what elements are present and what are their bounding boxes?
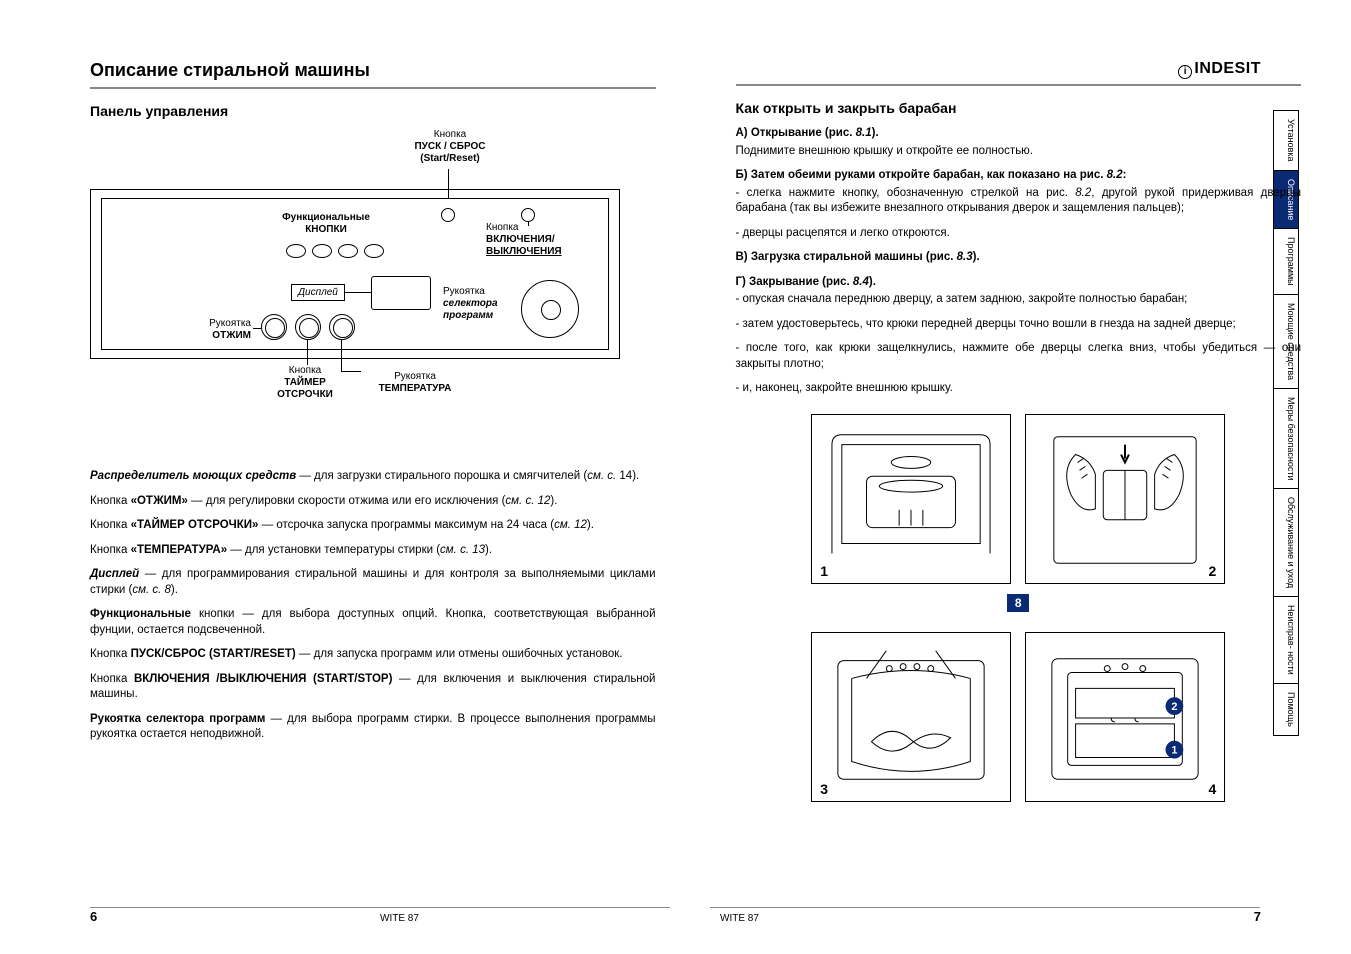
body-text-left: Распределитель моющих средств — для загр… <box>90 469 656 752</box>
dial-selector <box>521 280 579 338</box>
para: Функциональные кнопки — для выбора досту… <box>90 607 656 638</box>
label-temp: РукояткаТЕМПЕРАТУРА <box>360 371 470 395</box>
para: В) Загрузка стиральной машины (рис. 8.3)… <box>736 250 1302 266</box>
leader <box>345 292 371 293</box>
label-display: Дисплей <box>291 284 345 301</box>
leader <box>307 339 308 365</box>
leader <box>528 222 529 226</box>
para: - дверцы расцепятся и легко откроются. <box>736 226 1302 242</box>
page-6: Описание стиральной машины Панель управл… <box>90 60 676 880</box>
btn-start-reset <box>441 208 455 222</box>
para: Поднимите внешнюю крышку и откройте ее п… <box>736 144 1302 160</box>
fig-num: 4 <box>1208 781 1216 797</box>
para: А) Открывание (рис. 8.1). <box>736 126 1302 142</box>
dial-temp <box>329 314 355 340</box>
page-num-left: 6 <box>90 909 97 924</box>
para: - после того, как крюки защелкнулись, на… <box>736 341 1302 372</box>
para: - опуская сначала переднюю дверцу, а зат… <box>736 292 1302 308</box>
leader <box>341 339 342 371</box>
body-text-right: А) Открывание (рис. 8.1). Поднимите внеш… <box>736 126 1302 406</box>
model-right: WITE 87 <box>720 913 759 924</box>
fig-8-1: 1 <box>811 414 1011 584</box>
display-rect <box>371 276 431 310</box>
fig-num: 3 <box>820 781 828 797</box>
label-selector: Рукоятка селектора программ <box>443 286 519 322</box>
func-ovals <box>286 244 384 258</box>
page-title: Описание стиральной машины <box>90 60 656 81</box>
fig-num: 2 <box>1208 563 1216 579</box>
leader <box>341 371 361 372</box>
label-start-reset: Кнопка ПУСК / СБРОС (Start/Reset) <box>390 129 510 165</box>
section-heading-panel: Панель управления <box>90 103 656 119</box>
fig-num: 1 <box>820 563 828 579</box>
para: Кнопка «ТАЙМЕР ОТСРОЧКИ» — отсрочка запу… <box>90 518 656 534</box>
figure-badge: 8 <box>1007 594 1029 612</box>
para: Дисплей — для программирования стирально… <box>90 567 656 598</box>
para: Г) Закрывание (рис. 8.4). <box>736 275 1302 291</box>
illustration-grid: 1 2 8 <box>736 414 1302 802</box>
page-7: Как открыть и закрыть барабан А) Открыва… <box>716 60 1302 880</box>
fig-8-4: 2 1 4 <box>1025 632 1225 802</box>
label-delay: КнопкаТАЙМЕРОТСРОЧКИ <box>260 365 350 401</box>
panel-outline: ФункциональныеКНОПКИ Кнопка ВКЛЮЧЕНИЯ/ В… <box>90 189 620 359</box>
dial-spin <box>261 314 287 340</box>
fig-8-2: 2 <box>1025 414 1225 584</box>
title-rule <box>736 84 1302 86</box>
leader <box>253 328 261 329</box>
page-num-right: 7 <box>1254 909 1261 924</box>
para: - слегка нажмите кнопку, обозначенную ст… <box>736 186 1302 217</box>
label-func: ФункциональныеКНОПКИ <box>261 212 391 236</box>
para: Б) Затем обеими руками откройте барабан,… <box>736 168 1302 184</box>
para: Кнопка «ТЕМПЕРАТУРА» — для установки тем… <box>90 543 656 559</box>
model-left: WITE 87 <box>380 913 419 924</box>
svg-text:2: 2 <box>1172 701 1178 713</box>
dial-delay <box>295 314 321 340</box>
para: - затем удостоверьтесь, что крюки передн… <box>736 317 1302 333</box>
para: - и, наконец, закройте внешнюю крышку. <box>736 381 1302 397</box>
footer-rule <box>710 907 1260 908</box>
title-rule <box>90 87 656 89</box>
control-panel-diagram: Кнопка ПУСК / СБРОС (Start/Reset) Функци… <box>90 129 656 429</box>
para: Распределитель моющих средств — для загр… <box>90 469 656 485</box>
para: Кнопка ПУСК/СБРОС (START/RESET) — для за… <box>90 647 656 663</box>
footer-rule <box>90 907 670 908</box>
para: Кнопка ВКЛЮЧЕНИЯ /ВЫКЛЮЧЕНИЯ (START/STOP… <box>90 672 656 703</box>
fig-8-3: 3 <box>811 632 1011 802</box>
svg-text:1: 1 <box>1172 744 1178 756</box>
btn-onoff <box>521 208 535 222</box>
section-heading-drum: Как открыть и закрыть барабан <box>736 100 1302 116</box>
para: Рукоятка селектора программ — для выбора… <box>90 712 656 743</box>
para: Кнопка «ОТЖИМ» — для регулировки скорост… <box>90 494 656 510</box>
label-spin: РукояткаОТЖИМ <box>161 318 251 342</box>
label-onoff: Кнопка ВКЛЮЧЕНИЯ/ ВЫКЛЮЧЕНИЯ <box>486 222 606 258</box>
